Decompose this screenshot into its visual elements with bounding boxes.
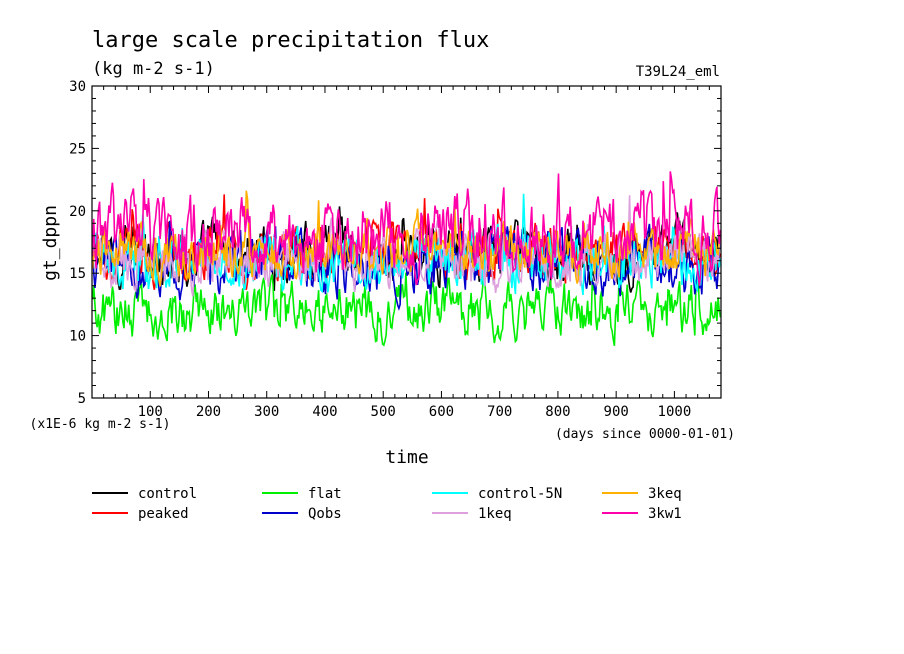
legend-item-peaked: peaked [92,506,189,522]
x-tick-label: 500 [371,404,396,420]
chart-title: large scale precipitation flux [92,28,489,53]
x-tick-label: 300 [254,404,279,420]
legend-label: 3kw1 [648,506,682,522]
axes-layer: 100 200 300 400 500 600 700 800 900 1000 5 10 15 20 25… [69,79,722,420]
x-tick-label: 700 [487,404,512,420]
y-tick-label: 25 [69,141,86,157]
x-tick-label: 600 [429,404,454,420]
legend-item-3keq: 3keq [602,486,682,502]
legend-label: flat [308,486,342,502]
legend-item-flat: flat [262,486,342,502]
y-tick-label: 20 [69,204,86,220]
x-tick-label: 200 [196,404,221,420]
x-tick-label: 800 [545,404,570,420]
y-tick-label: 15 [69,266,86,282]
legend-item-3kw1: 3kw1 [602,506,682,522]
x-tick-label: 400 [312,404,337,420]
legend-item-control-5N: control-5N [432,486,562,502]
series-layer [91,171,722,347]
legend-label: Qobs [308,506,342,522]
y-tick-label: 5 [78,391,86,407]
series-line-flat [91,272,722,347]
x-unit-note: (days since 0000-01-01) [555,427,735,442]
x-tick-label: 900 [604,404,629,420]
y-tick-label: 30 [69,79,86,95]
x-axis-label: time [385,447,428,468]
series-line-3kw1 [91,171,722,286]
x-tick-label: 1000 [658,404,692,420]
legend-label: 1keq [478,506,512,522]
legend-label: peaked [138,506,189,522]
legend-item-control: control [92,486,197,502]
legend-label: control [138,486,197,502]
legend-item-Qobs: Qobs [262,506,342,522]
y-scale-note: (x1E-6 kg m-2 s-1) [30,417,171,432]
legend-label: control-5N [478,486,562,502]
y-axis-label: gt_dppn [40,205,61,281]
legend-label: 3keq [648,486,682,502]
chart-units: (kg m-2 s-1) [92,59,215,79]
legend: control flat control-5N 3keq peaked Qobs 1keq 3… [92,486,682,522]
run-label: T39L24_eml [636,64,720,80]
legend-item-1keq: 1keq [432,506,512,522]
y-tick-label: 10 [69,329,86,345]
x-tick-label: 100 [138,404,163,420]
